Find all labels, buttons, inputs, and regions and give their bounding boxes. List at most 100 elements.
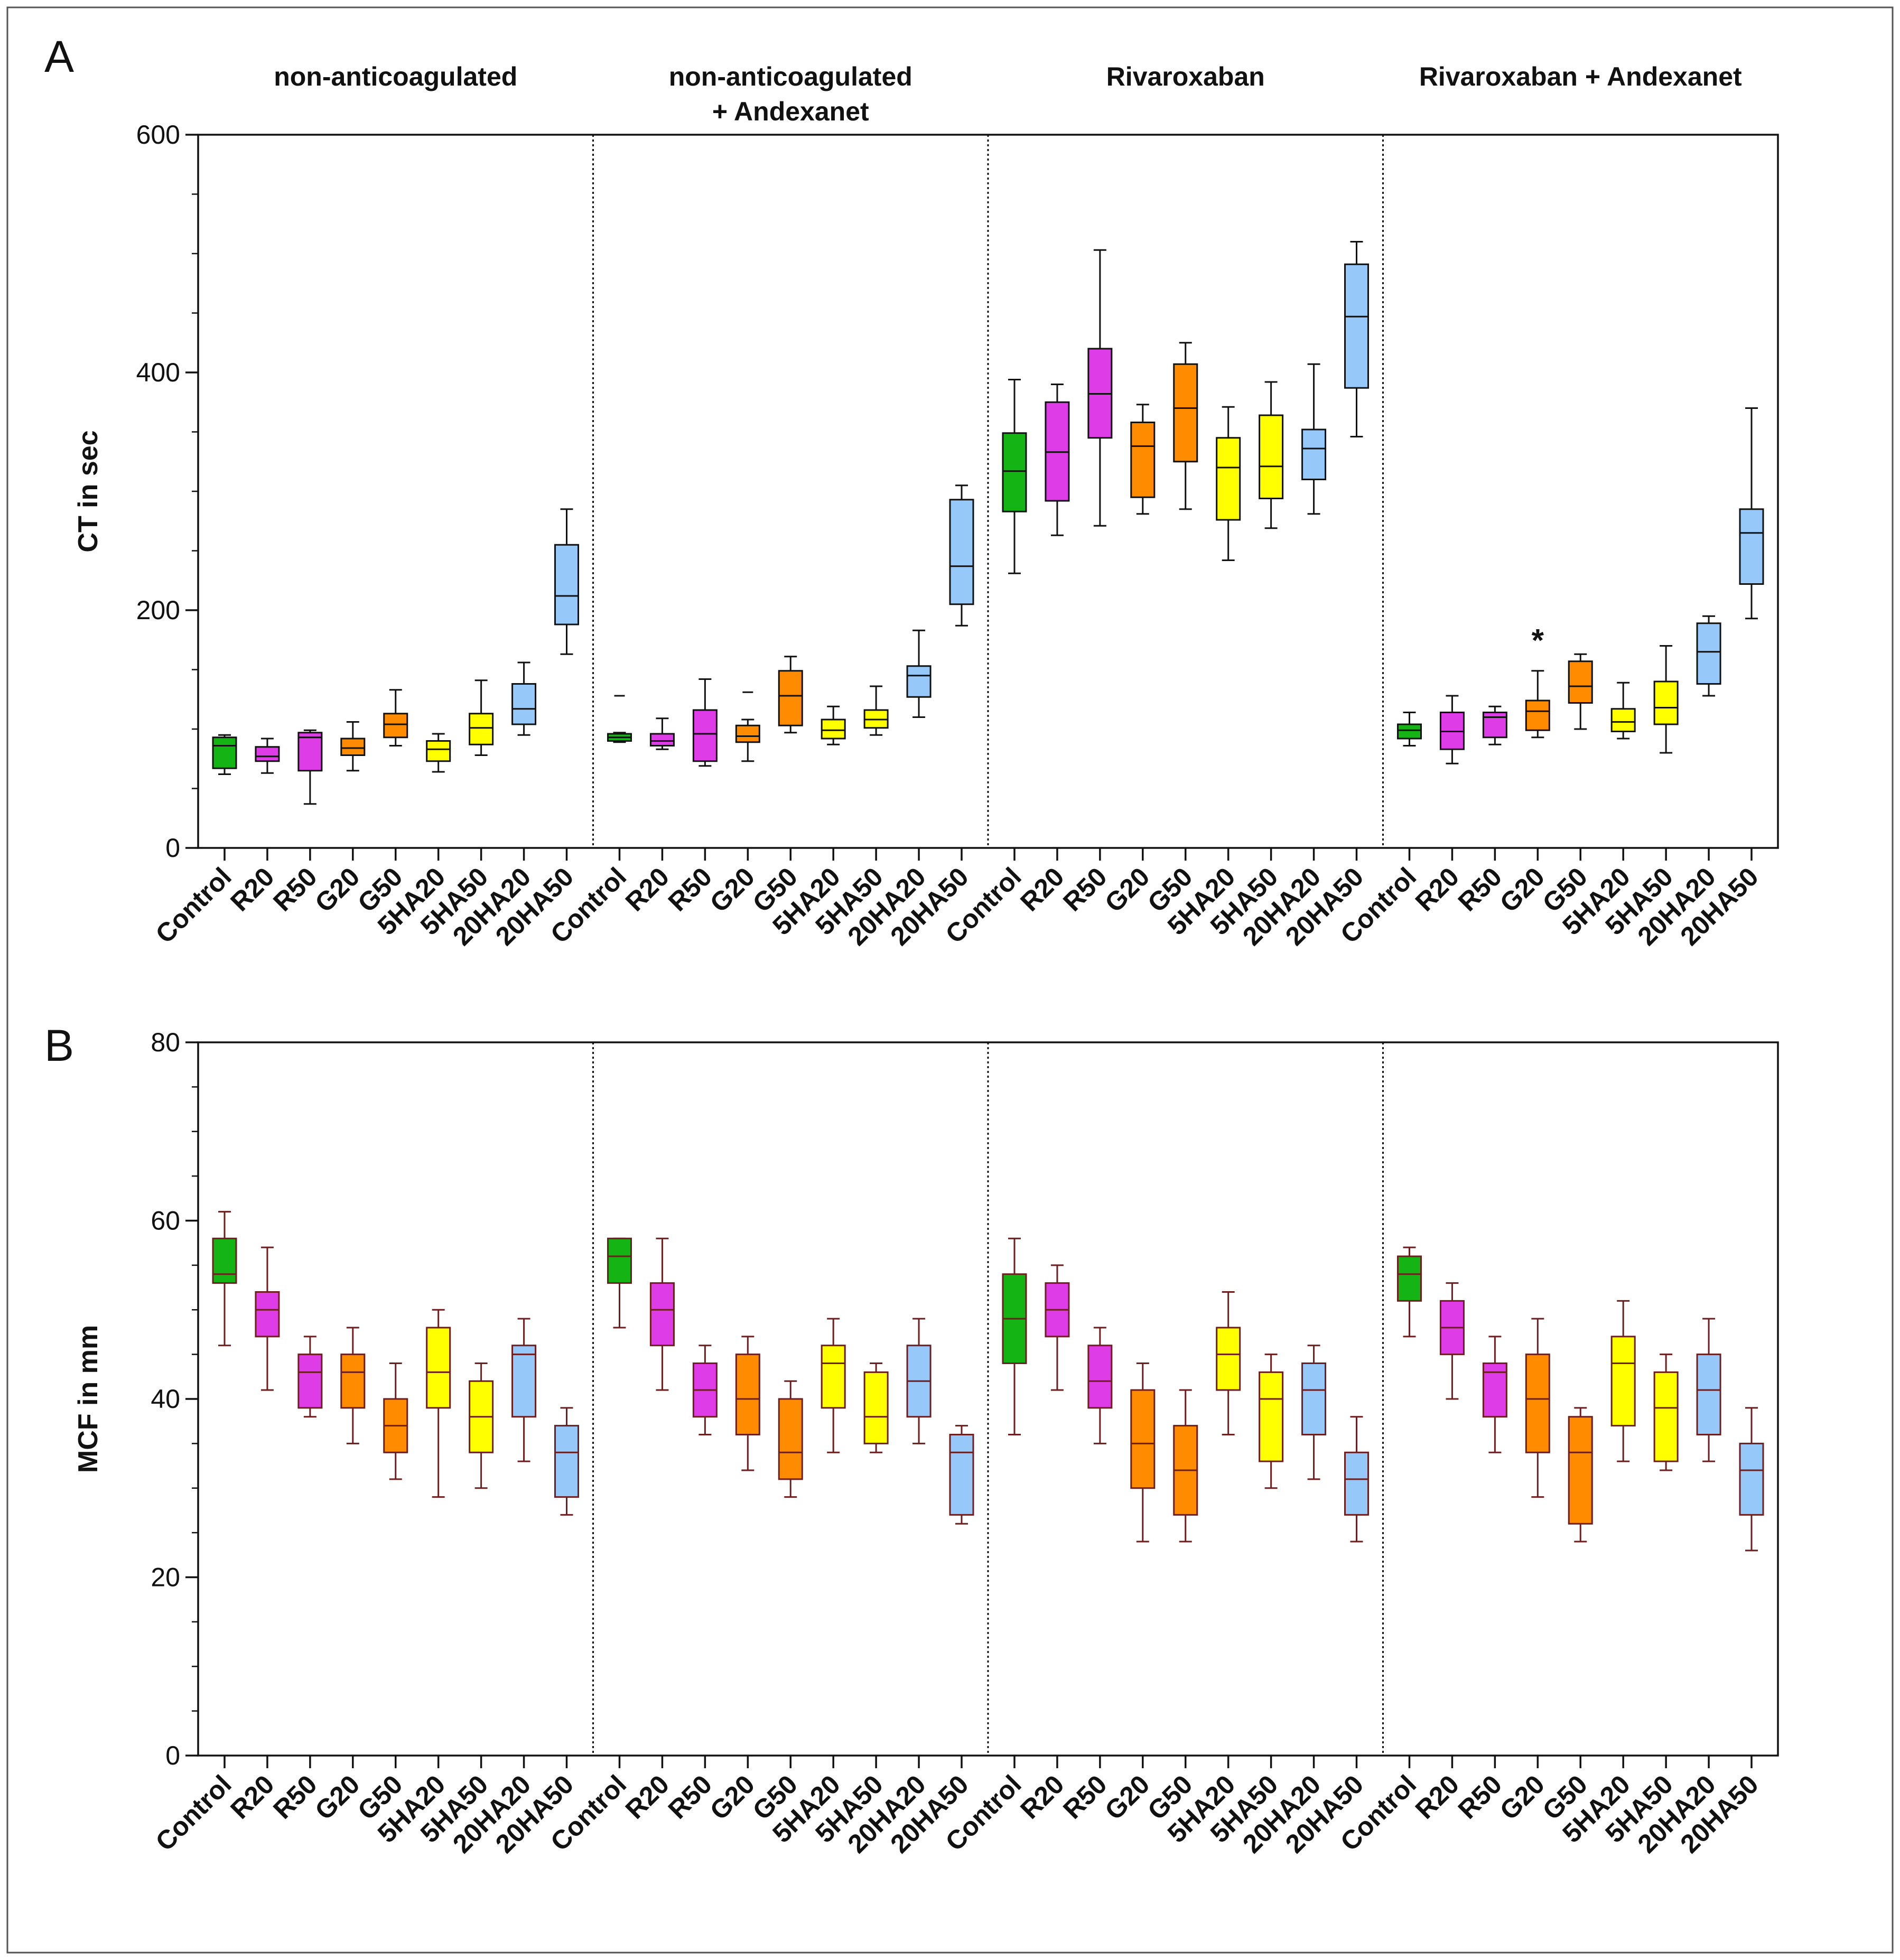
figure-frame <box>6 6 1894 1954</box>
panel-b-group1-5ha50-box <box>469 1362 494 1489</box>
panel-b-group1-g50-box <box>383 1362 408 1480</box>
panel-a-y-tick-label: 600 <box>136 120 180 150</box>
panel-a-group3-g20-label: G20 <box>1099 862 1155 918</box>
panel-a-group2-r20-iqr-rect <box>649 733 675 746</box>
panel-a-group1-5ha50-box <box>469 679 494 756</box>
panel-b-group3-g50-box <box>1173 1389 1198 1543</box>
panel-b-group2-g20-box <box>735 1336 760 1471</box>
panel-b-group2-20ha50-box <box>949 1425 974 1525</box>
panel-a-group1-control-box <box>212 734 237 775</box>
panel-a-group4-g20-iqr-rect <box>1525 699 1550 731</box>
panel-b-group1-20ha20-box <box>511 1318 537 1462</box>
panel-a-group1-g20-box <box>340 721 366 772</box>
panel-a-group3-20ha20-box <box>1301 363 1327 515</box>
panel-b-group4-5ha20-iqr-rect <box>1610 1336 1636 1427</box>
panel-a-group4-control-iqr-rect <box>1397 723 1422 740</box>
panel-b-y-tick-label: 80 <box>151 1028 180 1057</box>
panel-a-group4-r50-box <box>1482 705 1507 745</box>
panel-b-group3-5ha50-iqr-rect <box>1259 1371 1284 1462</box>
panel-a-group2-g50-box <box>778 656 803 734</box>
panel-a-significance-asterisk: * <box>1532 623 1544 658</box>
panel-b-group3-g20-box <box>1130 1362 1156 1543</box>
panel-a-group2-r50-box <box>692 678 718 767</box>
panel-b-y-tick-label: 0 <box>165 1741 180 1770</box>
panel-b-group1-r50-box <box>297 1336 323 1418</box>
panel-b-group2-g50-iqr-rect <box>778 1398 803 1480</box>
panel-b-group1-20ha50-box <box>554 1407 579 1516</box>
panel-b-group3-20ha50-iqr-rect <box>1344 1451 1369 1516</box>
panel-letter-b: B <box>44 1021 74 1070</box>
panel-a-group2-20ha50-iqr-rect <box>949 499 974 605</box>
panel-b-group3-r50-label: R50 <box>1057 1769 1112 1824</box>
panel-a-group3-5ha50-box <box>1259 381 1284 529</box>
panel-a-group1-5ha20-box <box>426 733 451 773</box>
panel-a-group2-control-box <box>607 695 632 743</box>
panel-b-group4-r20-label: R20 <box>1410 1769 1465 1824</box>
panel-a-group1-5ha20-iqr-rect <box>426 740 451 762</box>
panel-b-group4-r20-box <box>1439 1282 1465 1400</box>
panel-a-group2-5ha20-iqr-rect <box>821 718 846 740</box>
panel-b-group2-5ha20-box <box>821 1318 846 1453</box>
panel-a-group3-control-iqr-rect <box>1002 432 1027 512</box>
panel-b-group2-r50-label: R50 <box>663 1769 718 1824</box>
panel-a-group4-r20-label: R20 <box>1410 862 1465 917</box>
panel-a-group4-20ha50-iqr-rect <box>1739 508 1764 585</box>
panel-b-group3-r20-box <box>1045 1264 1070 1391</box>
panel-b-group4-g50-iqr-rect <box>1568 1416 1593 1525</box>
panel-a-y-tick-label: 400 <box>136 358 180 387</box>
panel-b-group4-g20-box <box>1525 1318 1550 1498</box>
panel-b-group1-control-iqr-rect <box>212 1237 237 1284</box>
panel-b-group3-5ha50-box <box>1259 1354 1284 1489</box>
panel-a-group4-g50-iqr-rect <box>1568 660 1593 704</box>
panel-a-group2-r20-box <box>649 717 675 750</box>
panel-b-group1-g20-label: G20 <box>309 1769 365 1825</box>
panel-b-group2-g20-iqr-rect <box>735 1354 760 1435</box>
panel-a-group1-20ha20-iqr-rect <box>511 683 537 725</box>
panel-b-group1-20ha50-iqr-rect <box>554 1425 579 1498</box>
panel-b-group4-5ha20-box <box>1610 1300 1636 1462</box>
panel-b-group2-r20-box <box>649 1237 675 1391</box>
panel-b-group4-control-box <box>1397 1246 1422 1338</box>
panel-letter-a: A <box>44 32 74 81</box>
panel-a-group3-20ha20-iqr-rect <box>1301 428 1327 480</box>
panel-b-group4-20ha20-iqr-rect <box>1696 1354 1721 1435</box>
panel-a-group4-control-box <box>1397 712 1422 746</box>
panel-b-group4-20ha20-box <box>1696 1318 1721 1462</box>
panel-a-group2-r50-label: R50 <box>663 862 718 917</box>
panel-b-group3-20ha20-box <box>1301 1345 1327 1480</box>
panel-a-group1-g20-iqr-rect <box>340 738 366 756</box>
panel-a-group3-5ha20-box <box>1216 406 1241 561</box>
panel-a-group-title-line: non-anticoagulated <box>274 62 517 91</box>
panel-a-group1-20ha20-box <box>511 661 537 736</box>
panel-b-group4-r50-label: R50 <box>1452 1769 1507 1824</box>
panel-a-group3-r50-label: R50 <box>1057 862 1112 917</box>
panel-b-group3-5ha20-iqr-rect <box>1216 1327 1241 1391</box>
panel-b-group3-r50-iqr-rect <box>1087 1345 1113 1409</box>
panel-b-group1-g20-iqr-rect <box>340 1354 366 1409</box>
panel-a-y-tick-label: 200 <box>136 595 180 625</box>
panel-a-group4-5ha20-iqr-rect <box>1610 708 1636 732</box>
panel-a-group1-control-iqr-rect <box>212 736 237 769</box>
panel-a-group4-5ha50-iqr-rect <box>1653 680 1679 725</box>
panel-a-group4-g20-box <box>1525 670 1550 739</box>
panel-a-group3-5ha20-iqr-rect <box>1216 437 1241 521</box>
panel-a-group1-20ha50-iqr-rect <box>554 544 579 626</box>
panel-a-group3-g50-iqr-rect <box>1173 363 1198 463</box>
panel-a-group2-5ha50-box <box>863 685 889 736</box>
panel-a-group4-20ha20-box <box>1696 615 1721 697</box>
panel-a-group2-g20-label: G20 <box>704 862 760 918</box>
panel-b-y-tick-label: 60 <box>151 1206 180 1236</box>
panel-a-group-title-line: non-anticoagulated <box>669 62 912 91</box>
panel-b-group1-r20-iqr-rect <box>255 1291 280 1338</box>
panel-b-group2-20ha20-box <box>906 1318 932 1444</box>
panel-b-group3-r50-box <box>1087 1327 1113 1444</box>
panel-a-group3-5ha50-iqr-rect <box>1259 414 1284 499</box>
panel-b-group1-g20-box <box>340 1327 366 1444</box>
panel-b-group1-5ha20-box <box>426 1309 451 1498</box>
panel-a-group-title-rivaroxaban: Rivaroxaban <box>1106 62 1265 91</box>
panel-a-group1-g50-iqr-rect <box>383 713 408 739</box>
panel-b-group3-20ha20-iqr-rect <box>1301 1362 1327 1435</box>
